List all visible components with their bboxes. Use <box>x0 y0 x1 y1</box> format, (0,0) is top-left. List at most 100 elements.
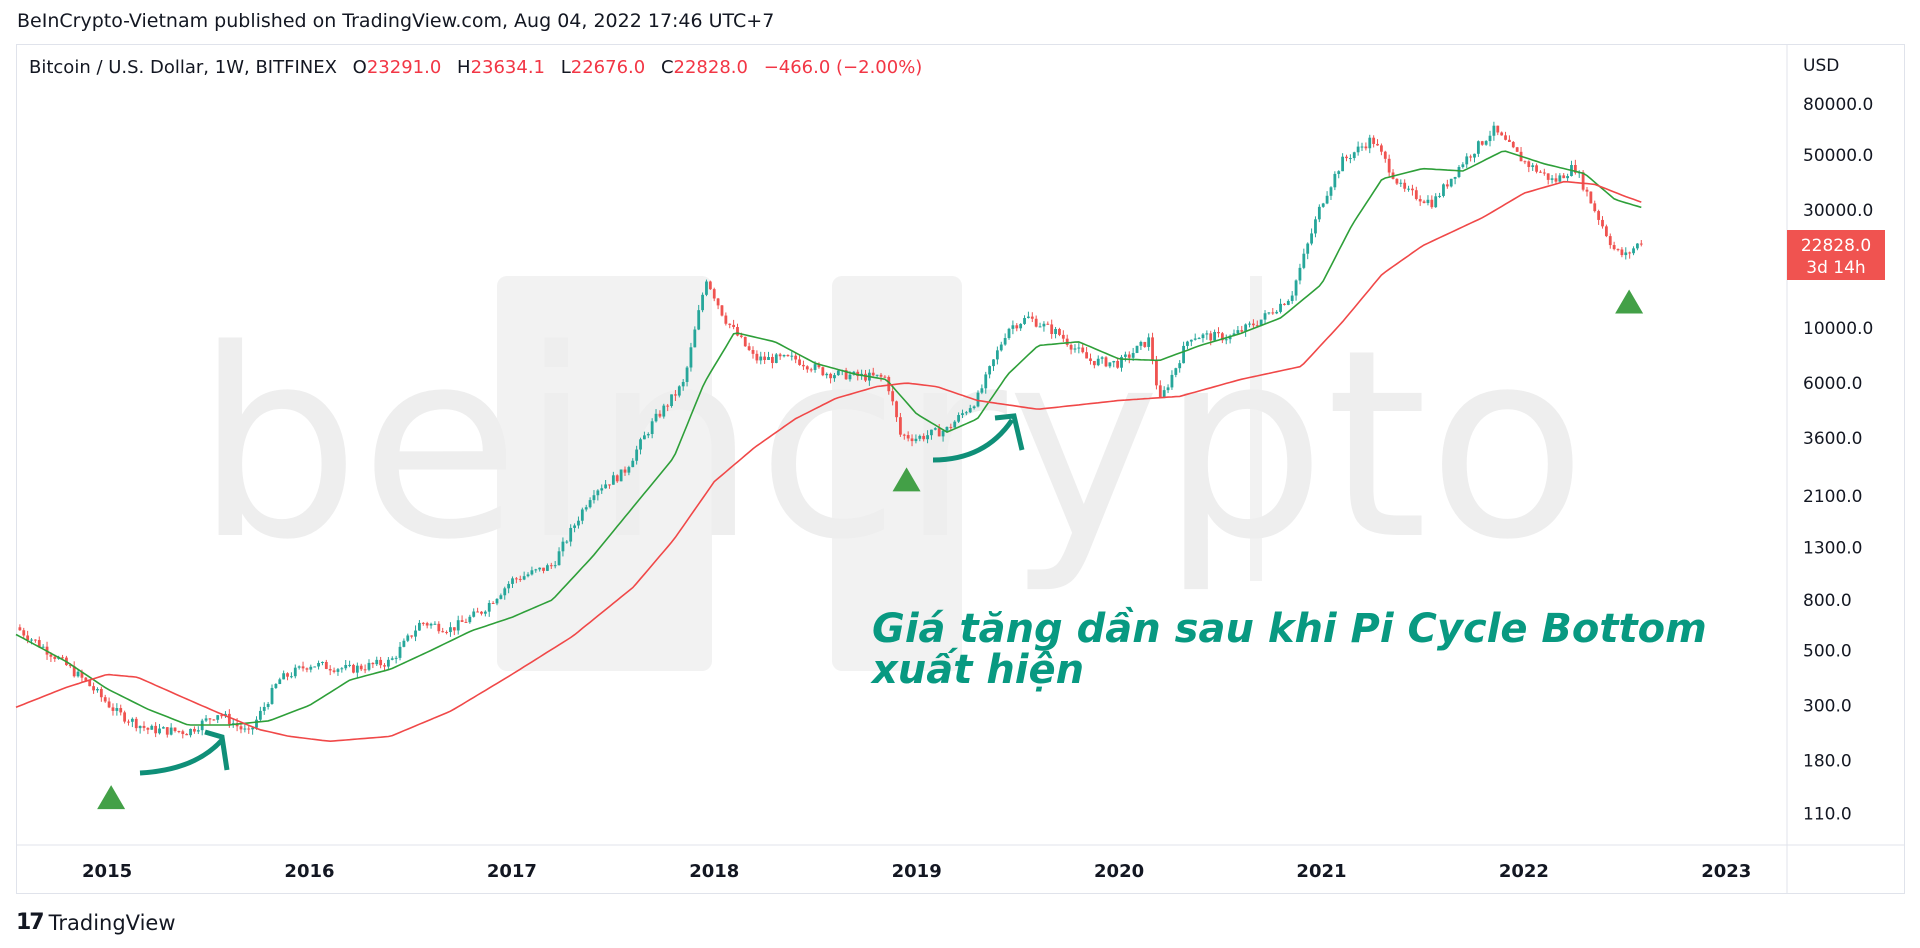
candle-body <box>103 697 107 702</box>
price-tick-label: 30000.0 <box>1803 201 1873 221</box>
candle-body <box>480 611 483 614</box>
candle-body <box>1054 329 1057 334</box>
price-axis[interactable]: 80000.0 50000.0 30000.0 10000.0 6000.0 3600.0… <box>1803 95 1873 824</box>
candle-body <box>348 664 351 666</box>
candle-body <box>394 657 398 659</box>
candle-body <box>1504 135 1507 140</box>
candle-body <box>115 708 119 711</box>
legend-low-label: L <box>560 57 571 78</box>
candle-body <box>1112 360 1116 363</box>
candle-body <box>716 298 720 306</box>
candle-body <box>786 354 790 357</box>
candle-body <box>1508 139 1511 142</box>
candle-body <box>274 684 278 688</box>
candle-body <box>1407 188 1410 190</box>
candle-body <box>976 392 980 407</box>
chart-frame[interactable] <box>16 44 1905 894</box>
candle-body <box>231 723 235 725</box>
candle-body <box>821 367 825 376</box>
candle-body <box>134 718 138 729</box>
candle-body <box>282 673 286 680</box>
candle-body <box>491 603 495 605</box>
candle-body <box>759 356 763 361</box>
candle-body <box>251 727 255 730</box>
candle-body <box>49 654 53 657</box>
candle-body <box>154 725 158 734</box>
watermark-text: beincrypto <box>195 295 1587 597</box>
candle-body <box>1314 219 1317 234</box>
time-axis[interactable]: 2015 2016 2017 2018 2019 2020 2021 2022 2023 <box>82 861 1751 882</box>
legend-open-value: 23291.0 <box>366 57 442 78</box>
candle-body <box>421 622 425 624</box>
candle-body <box>1255 325 1259 327</box>
candle-body <box>1170 374 1174 388</box>
candle-body <box>902 434 906 436</box>
candle-body <box>80 671 84 678</box>
candle-body <box>1364 146 1368 149</box>
candle-body <box>1496 125 1500 133</box>
candle-body <box>1372 137 1376 144</box>
candle-body <box>1290 295 1294 301</box>
candle-body <box>487 603 491 612</box>
legend-symbol[interactable]: Bitcoin / U.S. Dollar, 1W, BITFINEX <box>29 57 337 78</box>
candle-body <box>1321 203 1325 207</box>
candle-body <box>1189 339 1193 342</box>
tradingview-logo[interactable]: 17 TradingView <box>16 910 176 935</box>
candle-body <box>1612 245 1616 250</box>
candle-body <box>1523 161 1527 163</box>
candle-body <box>1220 333 1224 341</box>
candle-body <box>1081 347 1085 353</box>
candle-body <box>767 357 770 360</box>
candle-body <box>1539 171 1542 173</box>
price-tick-label: 180.0 <box>1803 751 1852 771</box>
candle-body <box>1341 156 1345 172</box>
candle-body <box>367 662 371 670</box>
candle-body <box>689 347 693 368</box>
candle-body <box>1100 357 1104 359</box>
legend-close-label: C <box>660 57 674 78</box>
year-tick-label: 2023 <box>1701 861 1751 882</box>
candle-body <box>1345 156 1348 159</box>
candle-body <box>1244 324 1248 332</box>
candle-body <box>891 391 895 402</box>
candle-body <box>992 359 995 367</box>
candle-body <box>999 344 1003 351</box>
last-price-value: 22828.0 <box>1801 236 1871 256</box>
candle-body <box>794 355 798 360</box>
candle-body <box>328 668 332 671</box>
candle-body <box>573 525 576 528</box>
candle-body <box>1201 334 1205 339</box>
candle-body <box>321 661 324 663</box>
year-tick-label: 2018 <box>689 861 739 882</box>
candle-body <box>611 475 615 485</box>
candle-body <box>1042 323 1046 327</box>
candle-body <box>1135 345 1139 353</box>
candle-body <box>871 372 875 376</box>
candle-body <box>425 623 429 626</box>
candle-body <box>1228 335 1232 340</box>
candle-body <box>635 449 639 461</box>
candle-body <box>414 630 417 637</box>
ma-lines-group <box>15 150 1642 743</box>
candle-body <box>1104 357 1108 367</box>
legend-open-label: O <box>352 57 367 78</box>
candle-body <box>33 639 37 641</box>
price-tick-label: 6000.0 <box>1803 374 1862 394</box>
candle-body <box>1542 172 1546 174</box>
candle-body <box>1174 368 1178 375</box>
candle-body <box>212 719 216 721</box>
candle-body <box>1069 344 1073 350</box>
year-tick-label: 2017 <box>487 861 537 882</box>
candle-body <box>452 627 456 631</box>
candle-body <box>1158 385 1162 397</box>
candle-body <box>1376 143 1379 146</box>
candle-body <box>208 718 212 720</box>
candle-body <box>1038 326 1042 328</box>
candle-body <box>437 623 441 632</box>
candle-body <box>1267 312 1271 314</box>
candle-body <box>600 488 604 491</box>
candle-body <box>511 578 514 584</box>
watermark-block-left <box>497 276 712 671</box>
candle-body <box>1380 145 1383 152</box>
